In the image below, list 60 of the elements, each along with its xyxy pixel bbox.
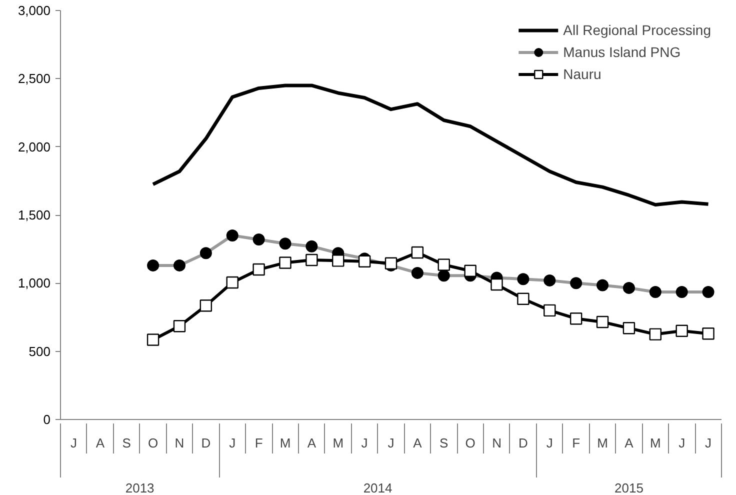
x-tick-label: S: [440, 436, 449, 450]
y-tick-label: 3,000: [18, 3, 51, 18]
y-tick-label: 2,000: [18, 139, 51, 154]
point: [226, 276, 238, 289]
x-tick-label: N: [492, 436, 502, 450]
x-tick-label: M: [650, 436, 661, 450]
point: [544, 304, 556, 317]
point: [676, 324, 688, 337]
x-tick-label: O: [148, 436, 158, 450]
legend-label: Manus Island PNG: [563, 44, 681, 60]
x-tick-label: M: [280, 436, 291, 450]
legend-label: All Regional Processing: [563, 22, 711, 38]
y-tick-label: 1,500: [18, 208, 51, 222]
point: [146, 334, 160, 346]
x-tick-label: M: [332, 436, 344, 450]
x-tick-label: A: [413, 436, 422, 450]
point: [438, 258, 450, 271]
x-tick-label: J: [705, 436, 712, 450]
point: [490, 278, 503, 291]
point: [464, 264, 476, 277]
point: [332, 254, 344, 267]
x-tick-label: F: [254, 436, 263, 450]
x-tick-label: J: [70, 436, 77, 450]
text: 2015: [614, 480, 644, 495]
point: [306, 254, 318, 266]
point: [702, 328, 714, 340]
y-tick-label: 1,000: [18, 276, 51, 291]
y-tick-label: 500: [28, 344, 51, 359]
point: [200, 300, 212, 312]
y-tick-label: 2,500: [18, 71, 51, 86]
x-tick-label: J: [229, 436, 236, 450]
x-tick-label: A: [307, 436, 316, 450]
point: [596, 316, 609, 328]
point: [411, 246, 424, 259]
x-tick-label: M: [597, 436, 608, 450]
text: 2013: [125, 480, 154, 495]
x-tick-label: J: [361, 436, 368, 450]
x-tick-label: F: [572, 436, 580, 450]
x-tick-label: A: [96, 436, 105, 450]
x-tick-label: J: [388, 436, 394, 450]
point: [252, 263, 265, 276]
point: [173, 320, 186, 332]
x-tick-label: D: [518, 436, 528, 450]
text: 2014: [363, 480, 392, 495]
x-tick-label: N: [174, 436, 184, 450]
point: [279, 256, 292, 269]
x-tick-label: D: [201, 436, 211, 450]
legend-label: Nauru: [563, 66, 602, 82]
x-tick-label: O: [465, 436, 476, 450]
x-tick-label: J: [678, 436, 686, 450]
point: [358, 255, 371, 268]
point: [649, 328, 662, 340]
point: [622, 322, 636, 334]
point: [517, 292, 530, 305]
line-series: [151, 84, 710, 207]
point: [570, 312, 582, 325]
x-tick-label: S: [122, 436, 132, 450]
x-tick-label: J: [546, 436, 553, 450]
y-tick-label: 0: [43, 412, 51, 427]
x-tick-label: A: [624, 436, 634, 450]
